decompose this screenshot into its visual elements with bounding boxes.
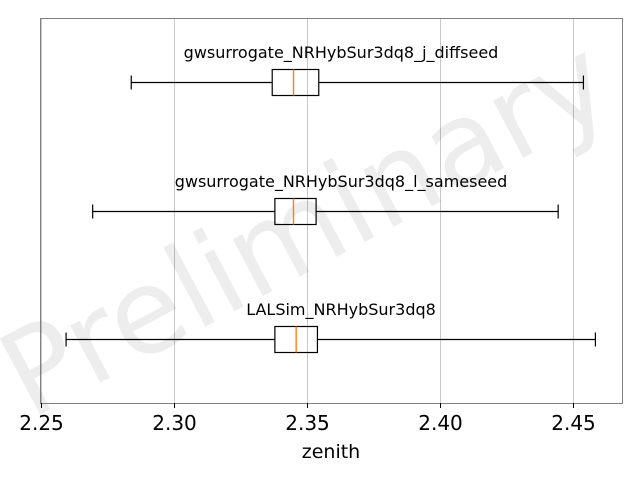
x-tick-label: 2.25 [19, 411, 64, 435]
x-axis-label: zenith [302, 441, 360, 463]
x-tick-label: 2.45 [551, 411, 596, 435]
x-tick-label: 2.35 [285, 411, 330, 435]
box-group: gwsurrogate_NRHybSur3dq8_j_diffseed [130, 43, 585, 97]
box-iqr [274, 197, 317, 226]
box-label: gwsurrogate_NRHybSur3dq8_j_diffseed [184, 43, 499, 63]
box-group: gwsurrogate_NRHybSur3dq8_l_sameseed [92, 172, 559, 226]
x-axis-ticks: 2.25 2.30 2.35 2.40 2.45 [19, 403, 596, 435]
box-group: LALSim_NRHybSur3dq8 [65, 300, 597, 354]
boxes: gwsurrogate_NRHybSur3dq8_j_diffseedgwsur… [65, 43, 597, 354]
box-iqr [271, 68, 320, 97]
x-tick-label: 2.30 [152, 411, 197, 435]
plot-frame [40, 18, 623, 404]
box-label: LALSim_NRHybSur3dq8 [246, 300, 436, 320]
box-label: gwsurrogate_NRHybSur3dq8_l_sameseed [175, 172, 508, 192]
watermark-text: Preliminary [0, 10, 631, 445]
x-tick-label: 2.40 [418, 411, 463, 435]
